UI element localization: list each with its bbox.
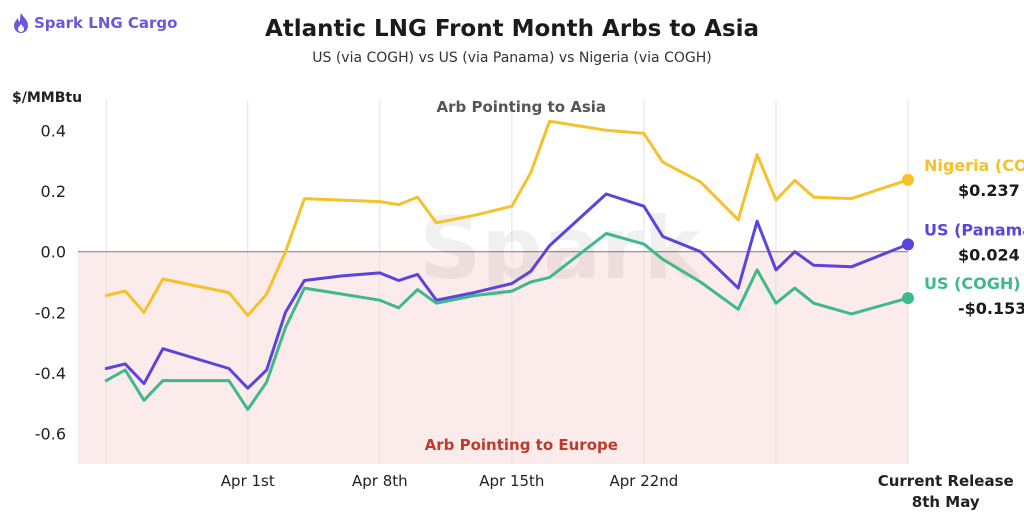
- series-value-label: -$0.153: [958, 299, 1024, 318]
- series-endpoint-nigeria-cogh: [902, 173, 914, 186]
- y-tick-label: -0.2: [35, 303, 66, 322]
- vertical-gridlines: [105, 100, 909, 464]
- series-line-us-panama: [104, 192, 910, 390]
- flame-icon: [14, 13, 28, 33]
- y-tick-label: 0.4: [41, 121, 66, 140]
- x-tick-label: Apr 15th: [479, 472, 544, 490]
- chart-subtitle: US (via COGH) vs US (via Panama) vs Nige…: [312, 50, 712, 66]
- series-endpoint-us-cogh: [902, 292, 914, 305]
- series-name-label: Nigeria (COGH): [924, 156, 1024, 175]
- x-tick-label: Apr 22nd: [609, 472, 678, 490]
- x-tick-labels: Apr 1st Apr 8th Apr 15th Apr 22nd Current Re…: [221, 472, 1014, 511]
- y-tick-label: -0.6: [35, 425, 66, 444]
- series-value-label: $0.024: [958, 245, 1020, 264]
- annotation-europe: Arb Pointing to Europe: [425, 436, 618, 454]
- x-tick-label: Current Release 8th May: [878, 472, 1014, 511]
- series-line-nigeria-cogh: [104, 119, 910, 317]
- y-tick-label: 0.0: [41, 243, 66, 262]
- x-tick-label: Apr 8th: [352, 472, 408, 490]
- chart-title: Atlantic LNG Front Month Arbs to Asia: [264, 16, 760, 42]
- y-tick-labels: 0.4 0.2 0.0 -0.2 -0.4 -0.6: [35, 121, 66, 443]
- series-layer: [104, 119, 914, 411]
- annotation-asia: Arb Pointing to Asia: [437, 98, 607, 116]
- spark-watermark: Spark: [419, 199, 702, 299]
- end-labels: Nigeria (COGH) $0.237 US (Panama) $0.024 US …: [924, 156, 1024, 318]
- y-tick-label: -0.4: [35, 364, 66, 383]
- series-line-us-cogh: [104, 232, 910, 411]
- brand-name: Spark LNG Cargo: [34, 14, 178, 32]
- y-tick-label: 0.2: [41, 182, 66, 201]
- series-name-label: US (COGH): [924, 274, 1021, 293]
- brand: Spark LNG Cargo: [12, 12, 177, 34]
- series-value-label: $0.237: [958, 181, 1020, 200]
- series-name-label: US (Panama): [924, 220, 1024, 239]
- x-tick-label: Apr 1st: [221, 472, 275, 490]
- y-axis-label: $/MMBtu: [12, 90, 83, 106]
- series-endpoint-us-panama: [902, 238, 914, 251]
